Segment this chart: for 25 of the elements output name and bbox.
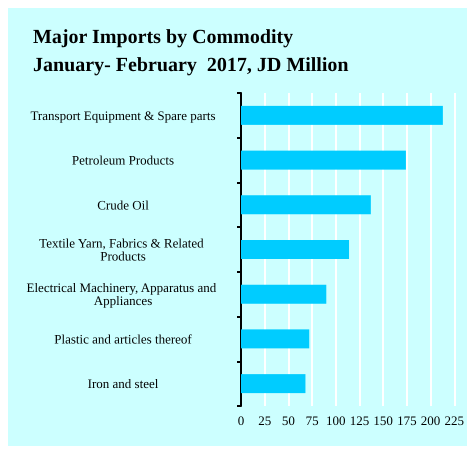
x-tick-label: 175 [397,413,417,428]
y-tick-label: Iron and steel [88,376,159,392]
bar [241,284,326,304]
bar [241,329,310,348]
x-tick-label: 50 [282,413,295,428]
bar [241,150,406,170]
bar [241,240,350,259]
y-tick-label: Transport Equipment & Spare parts [30,108,216,123]
x-tick-label: 125 [350,413,370,428]
y-tick-label: Electrical Machinery, Apparatus and Appliances [26,280,220,308]
y-tick-label: Textile Yarn, Fabrics & Related Products [39,236,207,264]
bar [241,195,371,214]
bar [241,374,306,394]
x-tick-label: 100 [326,413,346,428]
x-tick-label: 75 [306,413,319,428]
y-tick-label: Plastic and articles thereof [54,331,192,346]
x-tick-label: 25 [258,413,272,428]
y-tick-label: Petroleum Products [72,152,174,168]
chart-title: Major Imports by Commodity January- February 2017, JD Million [33,26,349,76]
y-tick-label: Crude Oil [97,197,150,212]
x-tick-label: 150 [373,413,393,428]
x-tick-label: 200 [420,413,440,428]
x-tick-label: 225 [444,413,464,428]
bar [241,106,443,125]
x-tick-label: 0 [238,413,244,428]
